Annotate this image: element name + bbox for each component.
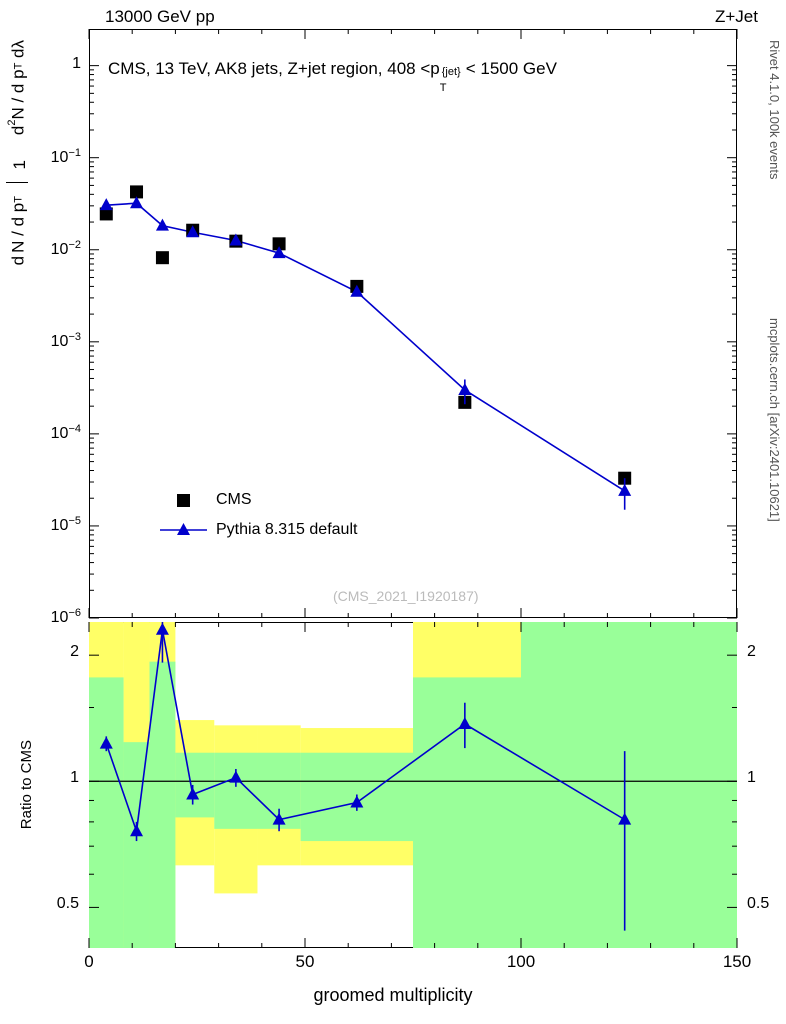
ratio-y-tick-label: 1 bbox=[70, 769, 79, 787]
ratio-y-tick-label-right: 2 bbox=[747, 643, 756, 661]
legend-marker-triangle-icon bbox=[160, 523, 207, 535]
plot-title-sub: T bbox=[439, 82, 447, 94]
ratio-y-tick-label: 0.5 bbox=[56, 895, 79, 913]
y-tick-label: 10−1 bbox=[50, 146, 81, 166]
y-tick-label: 10−6 bbox=[50, 607, 81, 626]
rivet-credit: Rivet 4.1.0, 100k events bbox=[767, 40, 782, 180]
ratio-y-tick-label-right: 1 bbox=[747, 769, 756, 787]
header-right: Z+Jet bbox=[715, 7, 758, 26]
x-tick-label: 100 bbox=[506, 952, 536, 971]
y-tick-label: 1 bbox=[72, 54, 81, 72]
analysis-id-watermark: (CMS_2021_I1920187) bbox=[333, 588, 479, 604]
ratio-y-tick-label: 2 bbox=[70, 643, 79, 661]
y-tick-label: 10−2 bbox=[50, 238, 81, 258]
y-tick-label: 10−5 bbox=[50, 514, 81, 534]
mcplots-credit: mcplots.cern.ch [arXiv:2401.10621] bbox=[767, 318, 782, 522]
legend-marker-square-icon bbox=[177, 494, 190, 507]
main-plot-area bbox=[89, 29, 737, 618]
y-axis-title-fraction-bar bbox=[6, 182, 28, 183]
y-tick-label: 10−4 bbox=[50, 422, 81, 442]
x-tick-label: 0 bbox=[84, 952, 94, 971]
header-left: 13000 GeV pp bbox=[105, 7, 215, 26]
plot-title: CMS, 13 TeV, AK8 jets, Z+jet region, 408… bbox=[108, 59, 557, 94]
legend-label-cms: CMS bbox=[216, 491, 252, 508]
x-axis-title: groomed multiplicity bbox=[313, 985, 473, 1005]
x-tick-label: 150 bbox=[722, 952, 752, 971]
plot-title-sup: {jet} bbox=[441, 66, 461, 78]
plot-title-post: < 1500 GeV bbox=[465, 59, 557, 78]
ratio-y-tick-label-right: 0.5 bbox=[747, 895, 770, 913]
legend-label-pythia: Pythia 8.315 default bbox=[216, 521, 358, 538]
x-tick-label: 50 bbox=[295, 952, 315, 971]
plot-title-pre: CMS, 13 TeV, AK8 jets, Z+jet region, 408… bbox=[108, 59, 440, 78]
y-tick-label: 10−3 bbox=[50, 330, 81, 350]
